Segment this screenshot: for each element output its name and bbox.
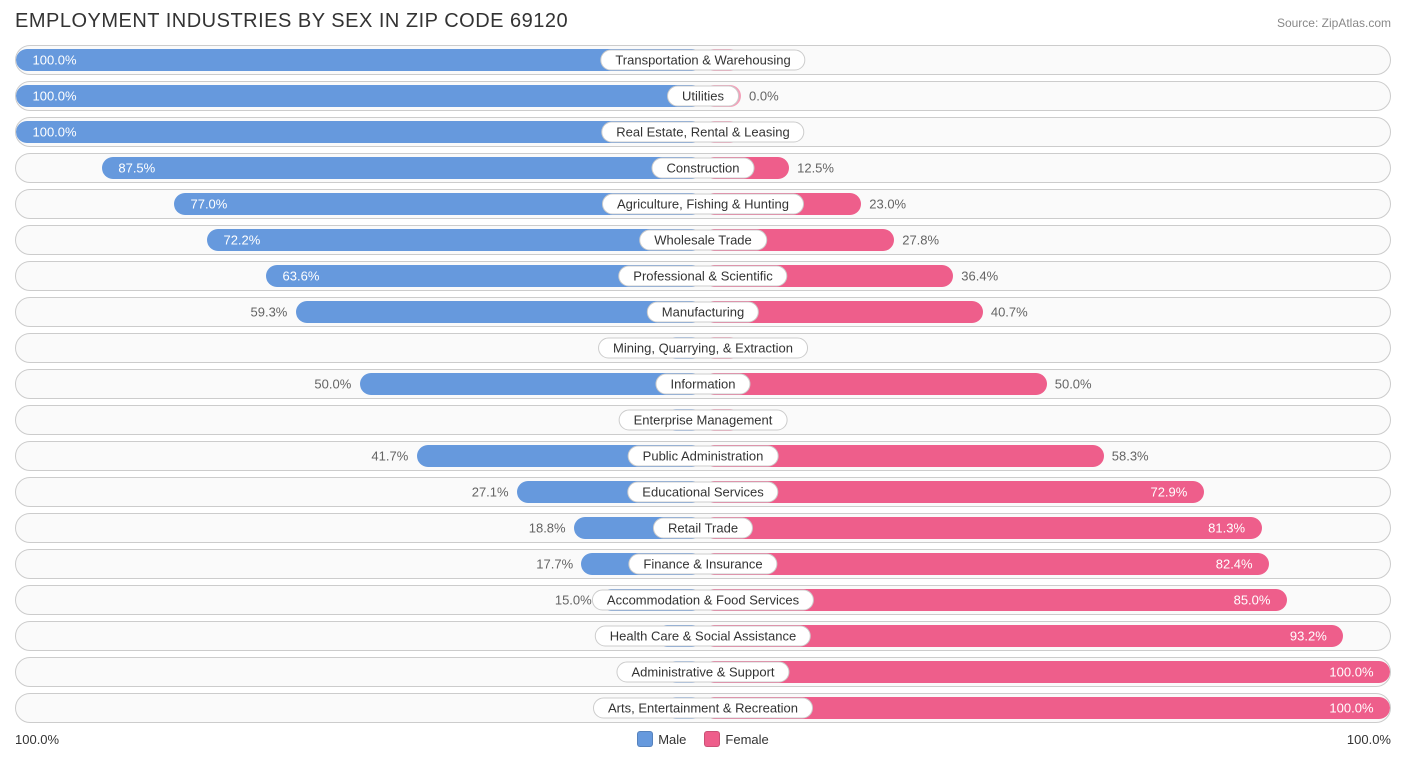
category-label: Finance & Insurance <box>628 554 777 575</box>
bar-male <box>16 85 703 107</box>
pct-male: 100.0% <box>32 53 76 68</box>
bar-male <box>360 373 704 395</box>
chart-row: 6.9%93.2%Health Care & Social Assistance <box>15 621 1391 651</box>
legend-label-female: Female <box>725 732 768 747</box>
swatch-female <box>704 731 720 747</box>
pct-male: 18.8% <box>529 521 566 536</box>
chart-row: 59.3% 40.7% Manufacturing <box>15 297 1391 327</box>
chart-row: 27.1% 72.9% Educational Services <box>15 477 1391 507</box>
pct-female: 12.5% <box>797 161 834 176</box>
pct-female: 27.8% <box>902 233 939 248</box>
chart-footer: 100.0% Male Female 100.0% <box>15 731 1391 747</box>
category-label: Real Estate, Rental & Leasing <box>601 122 804 143</box>
chart-row: 63.6% 36.4% Professional & Scientific <box>15 261 1391 291</box>
bar-female <box>703 661 1390 683</box>
pct-male: 27.1% <box>472 485 509 500</box>
category-label: Health Care & Social Assistance <box>595 626 811 647</box>
pct-female: 85.0% <box>1234 593 1271 608</box>
legend-item-female: Female <box>704 731 768 747</box>
pct-female: 23.0% <box>869 197 906 212</box>
legend: Male Female <box>637 731 769 747</box>
legend-label-male: Male <box>658 732 686 747</box>
pct-female: 58.3% <box>1112 449 1149 464</box>
category-label: Professional & Scientific <box>618 266 787 287</box>
chart-row: 18.8% 81.3% Retail Trade <box>15 513 1391 543</box>
diverging-bar-chart: 100.0%0.0%Transportation & Warehousing10… <box>15 45 1391 723</box>
swatch-male <box>637 731 653 747</box>
bar-male <box>102 157 703 179</box>
pct-male: 59.3% <box>251 305 288 320</box>
pct-male: 41.7% <box>371 449 408 464</box>
pct-female: 100.0% <box>1329 701 1373 716</box>
chart-row: 87.5% 12.5% Construction <box>15 153 1391 183</box>
axis-left-label: 100.0% <box>15 732 59 747</box>
bar-male <box>296 301 703 323</box>
chart-row: 41.7% 58.3% Public Administration <box>15 441 1391 471</box>
pct-male: 15.0% <box>555 593 592 608</box>
bar-male <box>16 121 703 143</box>
pct-female: 72.9% <box>1150 485 1187 500</box>
pct-male: 17.7% <box>536 557 573 572</box>
category-label: Accommodation & Food Services <box>592 590 814 611</box>
pct-male: 63.6% <box>283 269 320 284</box>
pct-male: 50.0% <box>314 377 351 392</box>
pct-female: 40.7% <box>991 305 1028 320</box>
bar-female <box>703 373 1047 395</box>
category-label: Construction <box>652 158 755 179</box>
chart-row: 15.0% 85.0% Accommodation & Food Services <box>15 585 1391 615</box>
category-label: Public Administration <box>628 446 779 467</box>
chart-row: 100.0%0.0%Transportation & Warehousing <box>15 45 1391 75</box>
category-label: Administrative & Support <box>616 662 789 683</box>
pct-male: 100.0% <box>32 89 76 104</box>
chart-row: 100.0%0.0%Real Estate, Rental & Leasing <box>15 117 1391 147</box>
pct-female: 36.4% <box>961 269 998 284</box>
bar-female <box>703 553 1269 575</box>
category-label: Mining, Quarrying, & Extraction <box>598 338 808 359</box>
chart-row: 77.0% 23.0% Agriculture, Fishing & Hunting <box>15 189 1391 219</box>
pct-female: 81.3% <box>1208 521 1245 536</box>
chart-row: 0.0%100.0%Arts, Entertainment & Recreati… <box>15 693 1391 723</box>
pct-female: 100.0% <box>1329 665 1373 680</box>
category-label: Educational Services <box>627 482 778 503</box>
bar-male <box>207 229 703 251</box>
chart-source: Source: ZipAtlas.com <box>1277 16 1391 30</box>
chart-header: EMPLOYMENT INDUSTRIES BY SEX IN ZIP CODE… <box>15 10 1391 33</box>
axis-right-label: 100.0% <box>1347 732 1391 747</box>
category-label: Transportation & Warehousing <box>600 50 805 71</box>
bar-female <box>703 517 1262 539</box>
legend-item-male: Male <box>637 731 686 747</box>
pct-female: 82.4% <box>1216 557 1253 572</box>
category-label: Wholesale Trade <box>639 230 767 251</box>
pct-female: 50.0% <box>1055 377 1092 392</box>
category-label: Retail Trade <box>653 518 753 539</box>
category-label: Arts, Entertainment & Recreation <box>593 698 813 719</box>
pct-female: 0.0% <box>749 89 779 104</box>
chart-row: 0.0%0.0%Enterprise Management <box>15 405 1391 435</box>
chart-row: 17.7% 82.4% Finance & Insurance <box>15 549 1391 579</box>
chart-row: 100.0% 0.0% Utilities <box>15 81 1391 111</box>
pct-male: 87.5% <box>118 161 155 176</box>
pct-male: 77.0% <box>190 197 227 212</box>
pct-male: 100.0% <box>32 125 76 140</box>
chart-row: 0.0%100.0%Administrative & Support <box>15 657 1391 687</box>
chart-row: 50.0% 50.0% Information <box>15 369 1391 399</box>
chart-row: 0.0%0.0%Mining, Quarrying, & Extraction <box>15 333 1391 363</box>
chart-row: 72.2% 27.8% Wholesale Trade <box>15 225 1391 255</box>
category-label: Manufacturing <box>647 302 759 323</box>
category-label: Utilities <box>667 86 739 107</box>
pct-female: 93.2% <box>1290 629 1327 644</box>
category-label: Enterprise Management <box>619 410 788 431</box>
category-label: Information <box>655 374 750 395</box>
category-label: Agriculture, Fishing & Hunting <box>602 194 804 215</box>
pct-male: 72.2% <box>223 233 260 248</box>
chart-title: EMPLOYMENT INDUSTRIES BY SEX IN ZIP CODE… <box>15 10 568 33</box>
